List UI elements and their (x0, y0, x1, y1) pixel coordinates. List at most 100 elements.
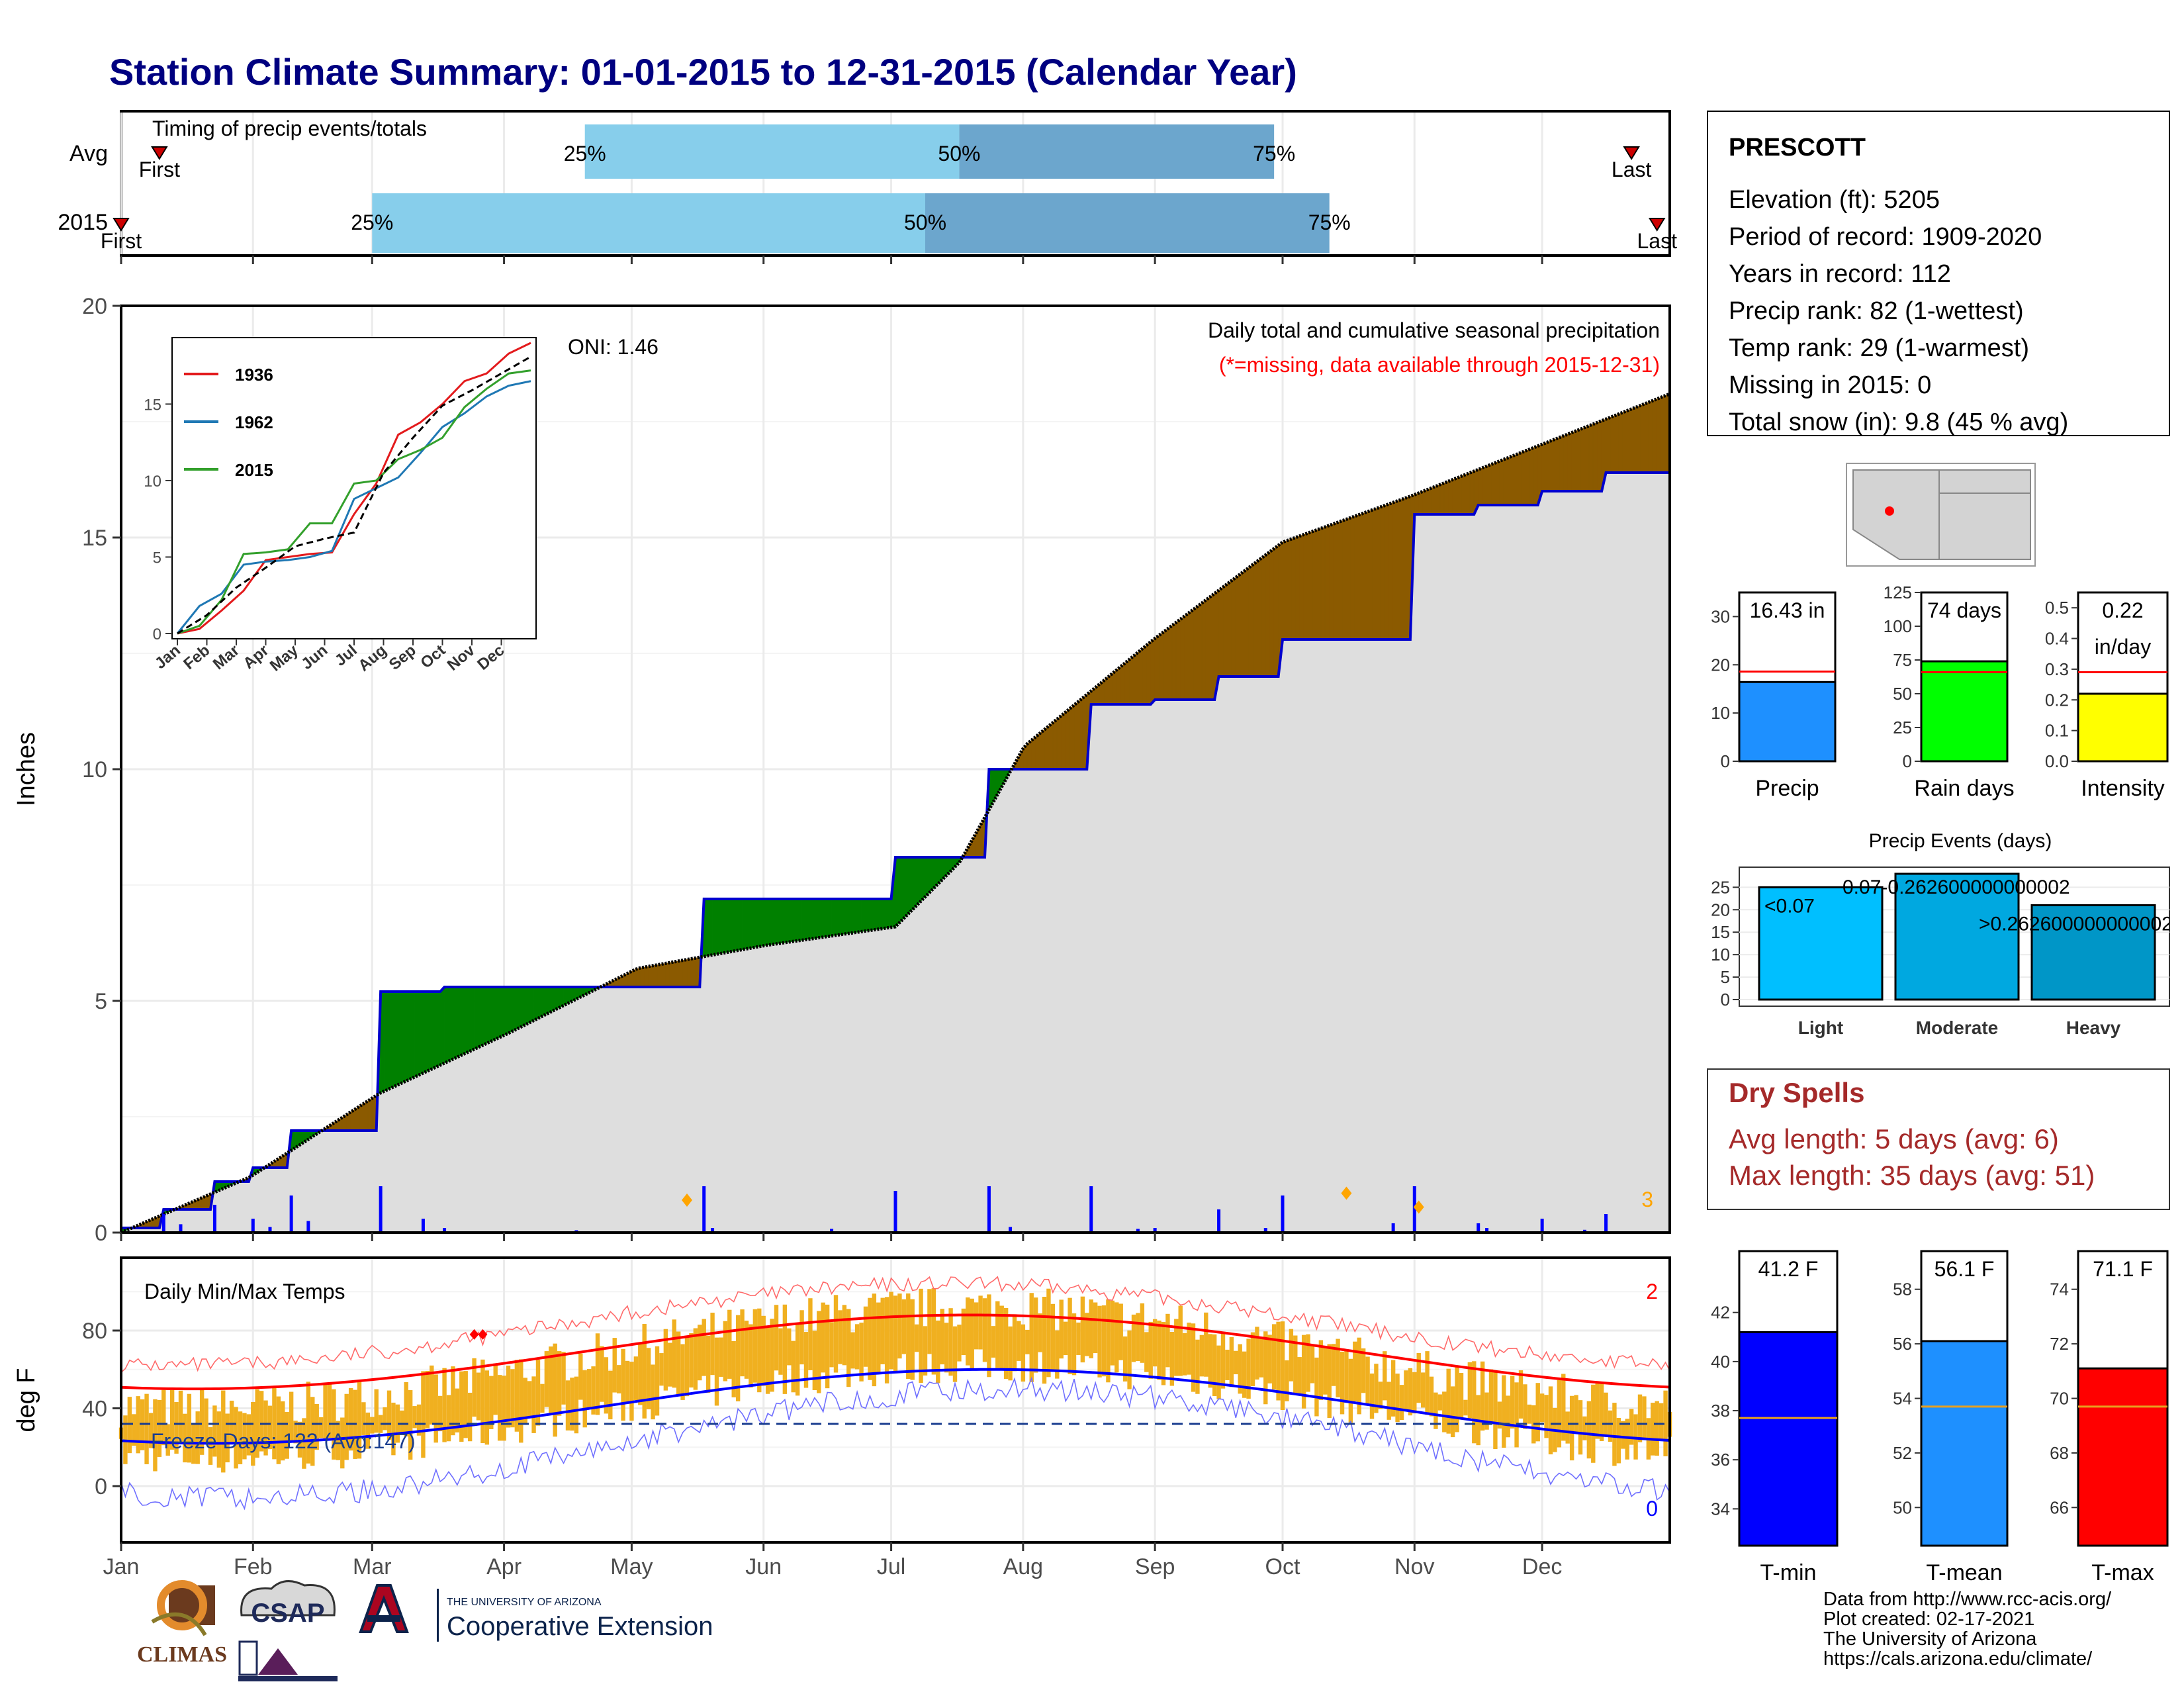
precip-ytick-label: 20 (82, 294, 107, 319)
daily-temp-range-bar (952, 1326, 958, 1382)
month-tick-label: Jun (745, 1554, 782, 1579)
daily-temp-range-bar (633, 1356, 639, 1400)
daily-temp-range-bar (1557, 1380, 1562, 1448)
daily-precip-bar (1009, 1227, 1013, 1233)
mini-bar-ytick-label: 36 (1711, 1450, 1730, 1470)
cumulative-departure-segment (810, 898, 815, 939)
cumulative-departure-segment (1592, 422, 1598, 492)
daily-temp-range-bar (850, 1332, 855, 1369)
daily-temp-range-bar (267, 1405, 273, 1450)
daily-temp-range-bar (480, 1359, 485, 1444)
daily-temp-range-bar (829, 1322, 834, 1368)
cumulative-departure-segment (1269, 548, 1275, 677)
cumulative-departure-segment (1235, 573, 1241, 677)
cumulative-departure-segment (878, 898, 884, 930)
daily-temp-range-bar (961, 1308, 966, 1356)
cumulative-departure-segment (907, 857, 913, 915)
daily-temp-range-bar (854, 1324, 860, 1370)
mini-bar-ytick-label: 40 (1711, 1352, 1730, 1372)
daily-temp-range-bar (1535, 1383, 1540, 1442)
cumulative-departure-segment (508, 986, 513, 1034)
mini-bar-ytick-label: 74 (2050, 1280, 2069, 1299)
cumulative-departure-segment (1388, 502, 1394, 640)
cumulative-departure-segment (1614, 414, 1619, 473)
cumulative-departure-segment (827, 898, 832, 937)
daily-temp-range-bar (1344, 1350, 1349, 1403)
mini-bar-ytick-label: 66 (2050, 1497, 2069, 1517)
precip-events-title: Precip Events (days) (1869, 830, 2052, 852)
daily-temp-range-bar (1663, 1390, 1668, 1456)
daily-temp-range-bar (153, 1399, 158, 1472)
cumulative-departure-segment (388, 991, 394, 1090)
cumulative-departure-segment (1639, 403, 1645, 473)
record-high-marker (478, 1329, 488, 1340)
daily-temp-range-bar (765, 1327, 770, 1394)
cumulative-departure-segment (1252, 561, 1257, 677)
cumulative-departure-segment (1116, 666, 1122, 705)
daily-temp-range-bar (1033, 1297, 1038, 1373)
mini-bar-value (1920, 1340, 2009, 1547)
daily-temp-range-bar (463, 1371, 468, 1438)
mini-bar-value (2077, 1367, 2169, 1547)
cumulative-departure-segment (1635, 405, 1641, 473)
daily-temp-range-bar (1127, 1330, 1132, 1389)
daily-temp-range-bar (859, 1323, 864, 1382)
cumulative-departure-segment (1308, 531, 1313, 640)
cumulative-departure-segment (520, 986, 526, 1027)
cumulative-departure-segment (1401, 497, 1406, 640)
precip-ytick-label: 0 (95, 1221, 107, 1246)
daily-temp-range-bar (383, 1407, 387, 1430)
cumulative-departure-segment (1244, 567, 1249, 677)
cumulative-departure-segment (1129, 655, 1134, 705)
mini-bar-ytick-label: 0.5 (2045, 598, 2069, 618)
cumulative-departure-segment (1618, 412, 1623, 473)
daily-temp-range-bar (1327, 1344, 1332, 1419)
cumulative-departure-segment (1082, 694, 1087, 770)
cumulative-departure-segment (444, 986, 449, 1064)
cumulative-departure-segment (512, 986, 518, 1032)
daily-temp-range-bar (919, 1288, 923, 1383)
daily-temp-range-bar (723, 1321, 728, 1382)
daily-temp-range-bar (1174, 1319, 1179, 1376)
daily-temp-range-bar (1404, 1370, 1408, 1412)
mini-bar-ytick-label: 0 (1903, 751, 1912, 771)
daily-temp-range-bar (497, 1375, 502, 1441)
daily-precip-bar (830, 1229, 834, 1233)
daily-temp-range-bar (506, 1365, 511, 1428)
daily-temp-range-bar (1229, 1336, 1234, 1387)
daily-temp-range-bar (531, 1376, 536, 1433)
cumulative-departure-segment (1142, 645, 1147, 705)
cumulative-departure-segment (1120, 662, 1126, 705)
cumulative-departure-segment (363, 1100, 369, 1131)
cumulative-departure-segment (801, 898, 807, 941)
daily-precip-bar (443, 1228, 447, 1233)
cumulative-departure-segment (716, 898, 721, 955)
daily-temp-range-bar (1161, 1322, 1166, 1385)
month-tick-label: Oct (1265, 1554, 1300, 1579)
daily-temp-range-bar (391, 1402, 396, 1456)
daily-temp-range-bar (1038, 1313, 1042, 1352)
daily-temp-range-bar (799, 1310, 804, 1365)
daily-temp-range-bar (1250, 1332, 1255, 1386)
daily-temp-range-bar (948, 1308, 953, 1376)
daily-precip-bar (893, 1191, 897, 1233)
daily-temp-range-bar (1463, 1399, 1468, 1416)
events-ytick-label: 5 (1721, 967, 1730, 987)
mini-bar-t-mean: 50 52 54 56 58 56.1 F T-mean (1893, 1250, 2009, 1585)
cumulative-departure-segment (1576, 428, 1581, 492)
daily-temp-range-bar (165, 1424, 170, 1456)
cumulative-departure-segment (1342, 518, 1347, 640)
mini-bar-t-max: 66 68 70 72 74 71.1 F T-max (2050, 1250, 2169, 1585)
station-line-years: Years in record: 112 (1729, 260, 1951, 288)
daily-precip-bar (289, 1196, 293, 1233)
timing-bar-50-75 (925, 193, 1330, 253)
events-category-label: Moderate (1916, 1017, 1998, 1038)
cumulative-departure-segment (1346, 517, 1351, 640)
mini-bar-ytick-label: 34 (1711, 1499, 1730, 1519)
daily-temp-range-bar (281, 1401, 285, 1461)
daily-temp-range-bar (1136, 1313, 1140, 1362)
cumulative-departure-segment (1478, 467, 1483, 506)
month-tick-label: Aug (1003, 1554, 1044, 1579)
month-tick-label: Apr (486, 1554, 522, 1579)
daily-temp-range-bar (1306, 1334, 1310, 1392)
